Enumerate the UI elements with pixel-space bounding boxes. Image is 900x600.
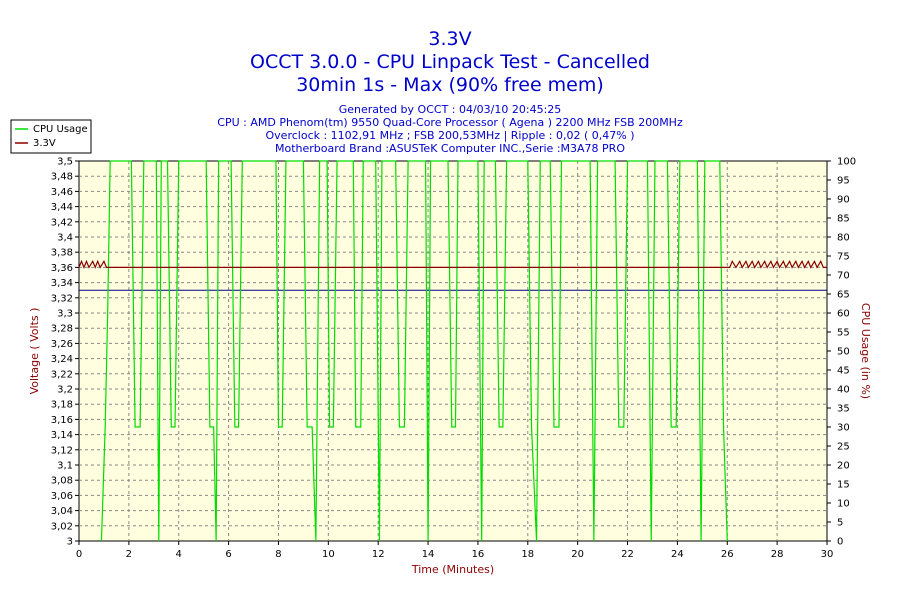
y2-tick-label: 75: [837, 252, 850, 263]
legend-label-3-3v: 3.3V: [33, 138, 56, 149]
y-tick-label: 3,22: [51, 369, 73, 380]
y-tick-label: 3,42: [51, 217, 73, 228]
x-tick-label: 6: [225, 549, 231, 560]
y2-tick-label: 65: [837, 290, 850, 301]
y-tick-label: 3,14: [51, 430, 73, 441]
y2-tick-label: 25: [837, 442, 850, 453]
y2-tick-label: 0: [837, 537, 843, 548]
y2-tick-label: 5: [837, 518, 843, 529]
legend-box: [10, 119, 92, 154]
y2-tick-label: 50: [837, 347, 850, 358]
y-axis-label: Voltage ( Volts ): [28, 308, 41, 395]
y-tick-label: 3,24: [51, 354, 73, 365]
x-axis-ticks: 0 2 4 6 8 10 12 14 16 18 20 22 24 26 28 30: [76, 541, 834, 560]
y-tick-label: 3,2: [57, 385, 73, 396]
y2-tick-label: 100: [837, 157, 856, 168]
y2-tick-label: 80: [837, 233, 850, 244]
y-tick-label: 3,34: [51, 278, 73, 289]
y-tick-label: 3,32: [51, 293, 73, 304]
y2-tick-label: 10: [837, 499, 850, 510]
y2-tick-label: 20: [837, 461, 850, 472]
y-tick-label: 3,38: [51, 248, 73, 259]
series-line-3-3v: [78, 259, 827, 269]
info-line-2: CPU : AMD Phenom(tm) 9550 Quad-Core Proc…: [217, 116, 683, 129]
info-line-4: Motherboard Brand :ASUSTeK Computer INC.…: [275, 142, 625, 155]
chart-subtitle-1: OCCT 3.0.0 - CPU Linpack Test - Cancelle…: [250, 51, 650, 73]
x-tick-label: 10: [322, 549, 335, 560]
x-tick-label: 12: [372, 549, 385, 560]
chart-title: 3.3V: [428, 28, 471, 50]
y2-tick-label: 15: [837, 480, 850, 491]
legend: CPU Usage 3.3V: [10, 119, 92, 154]
x-tick-label: 20: [571, 549, 584, 560]
y-tick-label: 3,28: [51, 324, 73, 335]
x-tick-label: 2: [126, 549, 132, 560]
x-axis-label: Time (Minutes): [411, 563, 494, 576]
y-tick-label: 3,44: [51, 202, 73, 213]
plot-area: [78, 160, 828, 542]
y2-tick-label: 90: [837, 195, 850, 206]
y-tick-label: 3,18: [51, 400, 73, 411]
y2-tick-label: 95: [837, 176, 850, 187]
series-line-cpu-usage: [100, 160, 728, 542]
y-tick-label: 3,16: [51, 415, 73, 426]
x-tick-label: 26: [721, 549, 734, 560]
grid: [79, 161, 827, 541]
y-tick-label: 3,48: [51, 172, 73, 183]
x-tick-label: 28: [771, 549, 784, 560]
y2-tick-label: 85: [837, 214, 850, 225]
x-tick-label: 22: [621, 549, 634, 560]
x-tick-label: 18: [521, 549, 534, 560]
y2-tick-label: 70: [837, 271, 850, 282]
x-tick-label: 14: [422, 549, 435, 560]
y-axis-ticks: 3 3,02 3,04 3,06 3,08 3,1 3,12 3,14 3,16 3,18 3,2 3…: [51, 157, 79, 548]
y-tick-label: 3,12: [51, 445, 73, 456]
chart-subtitle-2: 30min 1s - Max (90% free mem): [296, 74, 604, 96]
y2-tick-label: 35: [837, 404, 850, 415]
x-tick-label: 16: [472, 549, 485, 560]
legend-label-cpu-usage: CPU Usage: [33, 124, 88, 135]
y-tick-label: 3,36: [51, 263, 73, 274]
x-tick-label: 0: [76, 549, 82, 560]
x-tick-label: 4: [176, 549, 182, 560]
y-tick-label: 3: [67, 537, 73, 548]
y2-axis-ticks: 0 5 10 15 20 25 30 35 40 45 50 55 60 65 70 75 80 85 90 95 10…: [827, 157, 856, 548]
x-tick-label: 30: [821, 549, 834, 560]
y-tick-label: 3,3: [57, 309, 73, 320]
y2-tick-label: 30: [837, 423, 850, 434]
y-tick-label: 3,02: [51, 521, 73, 532]
x-tick-label: 24: [671, 549, 684, 560]
y-tick-label: 3,46: [51, 187, 73, 198]
info-line-3: Overclock : 1102,91 MHz ; FSB 200,53MHz …: [266, 129, 635, 142]
y-tick-label: 3,5: [57, 157, 73, 168]
y-tick-label: 3,4: [57, 233, 73, 244]
y2-axis-label: CPU Usage (in %): [859, 303, 872, 399]
y-tick-label: 3,1: [57, 461, 73, 472]
y-tick-label: 3,06: [51, 491, 73, 502]
y2-tick-label: 45: [837, 366, 850, 377]
info-line-1: Generated by OCCT : 04/03/10 20:45:25: [339, 103, 562, 116]
y2-tick-label: 55: [837, 328, 850, 339]
x-tick-label: 8: [275, 549, 281, 560]
y-tick-label: 3,08: [51, 476, 73, 487]
y2-tick-label: 40: [837, 385, 850, 396]
series-layer: [78, 160, 827, 542]
y-tick-label: 3,26: [51, 339, 73, 350]
y-tick-label: 3,04: [51, 506, 73, 517]
y2-tick-label: 60: [837, 309, 850, 320]
